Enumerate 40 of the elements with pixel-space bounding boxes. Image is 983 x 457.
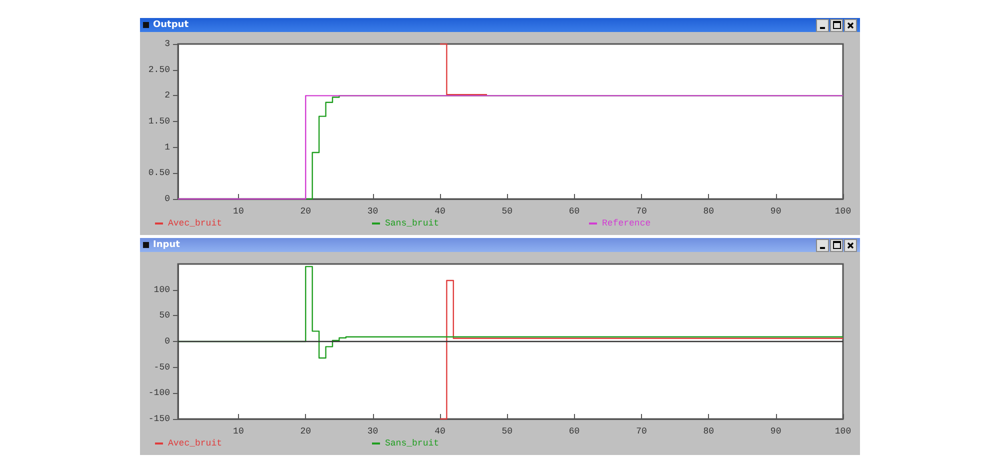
legend-label: Sans_bruit: [385, 438, 440, 448]
x-tick-label: 40: [434, 426, 446, 436]
chart-title: Input: [153, 240, 181, 250]
x-tick-label: 60: [568, 426, 580, 436]
x-tick-label: 100: [834, 206, 852, 216]
x-tick-label: 50: [502, 426, 513, 436]
x-tick-label: 30: [367, 206, 378, 216]
y-tick-label: 2: [164, 90, 170, 101]
y-tick-label: 0: [164, 336, 170, 346]
x-tick-label: 20: [300, 426, 312, 436]
x-tick-label: 20: [300, 206, 312, 216]
x-tick-label: 60: [568, 206, 580, 216]
y-tick-label: 1.50: [148, 116, 170, 126]
y-tick-label: -150: [148, 414, 170, 424]
x-tick-label: 40: [434, 206, 446, 216]
x-tick-label: 70: [636, 426, 647, 436]
x-tick-label: 50: [502, 206, 513, 216]
x-tick-label: 90: [770, 426, 782, 436]
legend-label: Avec_bruit: [168, 218, 222, 228]
y-tick-label: 2.50: [148, 64, 170, 75]
y-tick-label: 3: [164, 39, 170, 49]
legend-label: Sans_bruit: [385, 218, 440, 228]
y-tick-label: 0: [164, 194, 170, 204]
legend-label: Avec_bruit: [168, 438, 222, 448]
y-tick-label: 1: [164, 142, 170, 152]
x-tick-label: 80: [703, 206, 714, 216]
x-tick-label: 90: [770, 206, 782, 216]
y-tick-label: 0.50: [148, 168, 170, 178]
legend-label: Reference: [602, 218, 651, 228]
x-tick-label: 30: [367, 426, 378, 436]
x-tick-label: 10: [233, 206, 244, 216]
chart-title: Output: [153, 20, 190, 30]
y-tick-label: 50: [159, 310, 170, 321]
x-tick-label: 100: [834, 426, 852, 436]
y-tick-label: -100: [148, 388, 170, 398]
x-tick-label: 70: [636, 206, 647, 216]
x-tick-label: 80: [703, 426, 714, 436]
y-tick-label: 100: [154, 284, 170, 295]
y-tick-label: -50: [154, 362, 170, 372]
x-tick-label: 10: [233, 426, 244, 436]
